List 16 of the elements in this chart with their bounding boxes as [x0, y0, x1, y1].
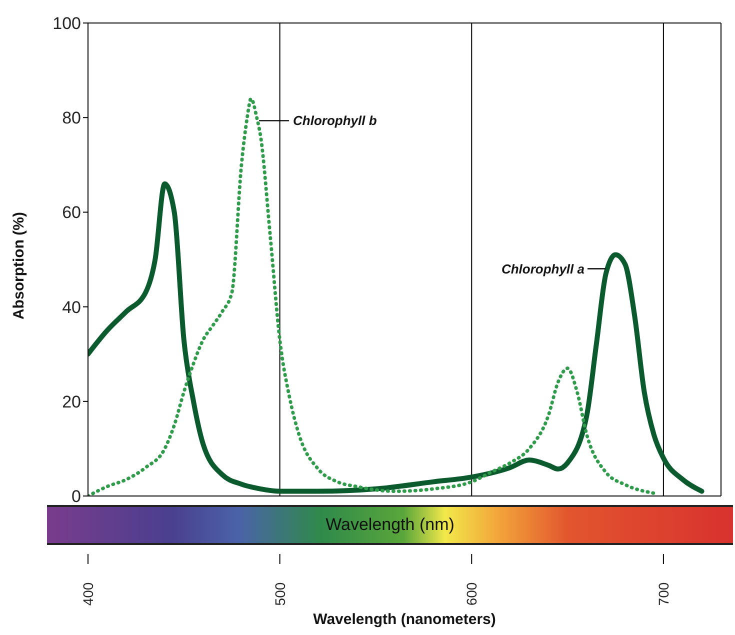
y-axis-title: Absorption (%)	[10, 212, 28, 320]
y-tick-label: 20	[62, 392, 81, 412]
x-tick-label: 700	[655, 582, 672, 606]
y-tick-label: 100	[52, 14, 81, 34]
x-tick-label: 500	[272, 582, 288, 606]
y-tick-label: 60	[62, 203, 81, 222]
y-tick-label: 80	[62, 108, 81, 128]
x-axis-title: Wavelength (nanometers)	[313, 611, 496, 628]
x-tick-label: 600	[464, 582, 480, 606]
series-label: Chlorophyll a	[501, 261, 584, 276]
x-tick-label: 400	[80, 582, 96, 606]
spectrum-gradient: Wavelength (nm)	[47, 505, 733, 545]
y-tick-label: 0	[72, 487, 81, 506]
y-tick-label: 40	[62, 298, 81, 317]
line-series	[88, 96, 656, 496]
text: Chlorophyll b	[293, 113, 377, 128]
